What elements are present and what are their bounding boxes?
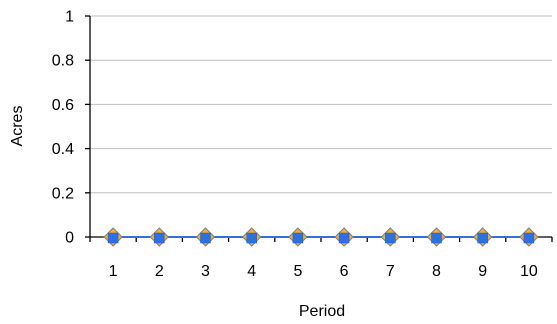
x-tick-label: 4 <box>247 263 256 280</box>
y-tick-label: 0.6 <box>52 97 74 114</box>
x-tick-label: 7 <box>386 263 395 280</box>
data-point-square <box>477 232 488 244</box>
data-point-square <box>246 232 257 244</box>
x-tick-label: 8 <box>432 263 441 280</box>
x-tick-label: 2 <box>155 263 164 280</box>
x-tick-label: 5 <box>293 263 302 280</box>
y-tick-label: 0.2 <box>52 185 74 202</box>
x-tick-label: 1 <box>109 263 118 280</box>
x-tick-label: 10 <box>520 263 538 280</box>
x-axis-title: Period <box>299 303 345 320</box>
x-ticks: 1 2 3 4 5 6 7 8 9 10 <box>89 237 553 280</box>
data-point-square <box>338 232 350 244</box>
data-point-square <box>154 232 165 244</box>
data-point-square <box>431 232 442 244</box>
y-ticks: 0 0.2 0.4 0.6 0.8 1 <box>52 9 90 247</box>
axes <box>89 16 552 238</box>
y-tick-label: 0.4 <box>52 141 74 158</box>
x-tick-label: 9 <box>478 263 487 280</box>
data-point-square <box>385 232 396 244</box>
x-tick-label: 3 <box>201 263 210 280</box>
x-tick-label: 6 <box>340 263 349 280</box>
y-tick-label: 1 <box>65 9 74 26</box>
data-point-square <box>523 232 535 244</box>
y-tick-label: 0.8 <box>52 53 74 70</box>
data-point-square <box>292 232 304 244</box>
y-axis-title: Acres <box>9 106 26 147</box>
y-tick-label: 0 <box>65 230 74 247</box>
gridlines <box>90 15 552 194</box>
series-layer <box>103 227 539 247</box>
data-point-square <box>107 232 119 244</box>
data-point-square <box>200 232 211 244</box>
